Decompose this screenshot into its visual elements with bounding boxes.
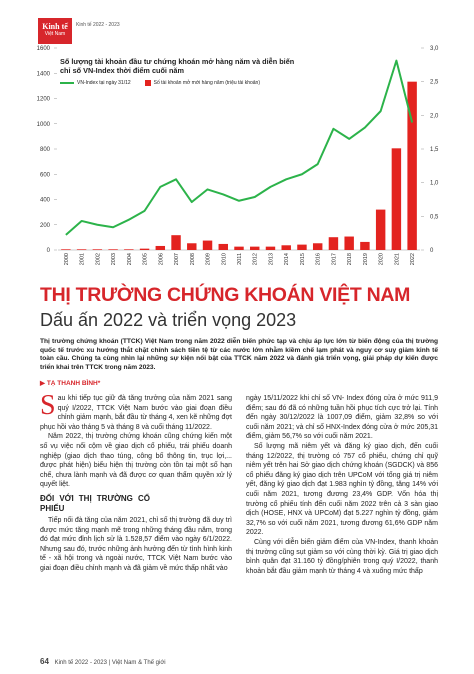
y-tick-label: 1000 [37, 122, 51, 128]
headline: THỊ TRƯỜNG CHỨNG KHOÁN VIỆT NAM [40, 284, 411, 306]
paragraph: Cùng với diễn biến giảm điểm của VN-Inde… [246, 538, 438, 575]
logo: Kinh tế Việt Nam [38, 18, 72, 44]
bar [139, 248, 150, 250]
lead: Thị trường chứng khoán (TTCK) Việt Nam t… [40, 338, 438, 371]
legend-swatch [60, 82, 74, 84]
bar [250, 246, 260, 250]
y-tick-label: 0 [47, 248, 51, 254]
legend-swatch [144, 80, 151, 86]
bar [328, 237, 339, 250]
x-tick-label: 2002 [95, 253, 101, 265]
legend-label: VN-Index tại ngày 31/12 [77, 80, 131, 86]
x-tick-label: 2019 [363, 253, 369, 265]
x-tick-label: 2016 [316, 253, 322, 265]
author: TẠ THANH BÌNH* [40, 379, 100, 387]
x-tick-label: 2007 [174, 253, 180, 265]
x-tick-label: 2009 [206, 253, 212, 265]
paragraph: Số lượng mã niêm yết và đăng ký giao dịc… [246, 442, 438, 537]
y-tick-label: 200 [40, 223, 51, 229]
y-tick-label: 400 [40, 198, 51, 204]
y-tick-label: 1400 [37, 71, 51, 77]
bar [155, 245, 166, 250]
y2-tick-label: 0,5 [430, 214, 439, 220]
x-tick-label: 2001 [80, 253, 86, 265]
bar [312, 243, 323, 250]
chart: 0 200 400 600 800 1000 1200 1400 1600 0 0,5 1,0 1,5 2… [37, 46, 439, 265]
bar [76, 249, 87, 250]
x-tick-label: 2015 [300, 253, 306, 265]
chart-title: Số lượng tài khoản đầu tư chứng khoán mở… [60, 57, 295, 75]
bar [407, 81, 417, 251]
bar [281, 245, 291, 250]
bar [124, 249, 134, 250]
header-issue: Kinh tế 2022 - 2023 [76, 22, 120, 28]
y-tick-label: 800 [40, 147, 51, 153]
bar [297, 244, 307, 250]
x-tick-label: 2021 [394, 253, 400, 265]
x-tick-label: 2006 [158, 253, 164, 265]
x-tick-label: 2022 [410, 253, 416, 265]
bar [108, 249, 118, 250]
page-number: 64 [40, 657, 49, 666]
bar [360, 241, 370, 250]
y2-tick-label: 1,0 [430, 181, 439, 187]
x-tick-label: 2008 [190, 253, 196, 265]
x-tick-label: 2013 [268, 253, 274, 265]
bar [344, 236, 354, 250]
footer-publication: Việt Nam & Thế giới [111, 660, 166, 666]
paragraph: ngày 15/11/2022 khi chỉ số VN- Index đón… [246, 395, 438, 441]
legend-item: VN-Index tại ngày 31/12 [60, 80, 131, 86]
section-heading: ĐỐI VỚI THỊ TRƯỜNG CỔ PHIẾU [40, 493, 150, 513]
legend: VN-Index tại ngày 31/12 Số tài khoản mở … [60, 80, 300, 86]
x-tick-label: 2010 [221, 253, 227, 265]
footer: 64 Kinh tế 2022 - 2023 | Việt Nam & Thế … [40, 657, 166, 666]
y2-tick-label: 1,5 [430, 147, 439, 153]
chart-caption: Số lượng tài khoản đầu tư chứng khoán mở… [60, 57, 300, 86]
x-tick-label: 2004 [127, 253, 133, 265]
x-tick-label: 2000 [64, 253, 70, 265]
subheadline: Dấu ấn 2022 và triển vọng 2023 [40, 310, 297, 330]
x-tick-label: 2005 [143, 253, 149, 265]
legend-label: Số tài khoản mở mới hàng năm (triệu tài … [153, 80, 260, 86]
x-tick-label: 2017 [331, 253, 337, 265]
x-tick-label: 2018 [347, 253, 353, 265]
bar [265, 246, 276, 250]
paragraph: Sau khi tiếp tục giữ đà tăng trưởng của … [40, 394, 232, 431]
bar [61, 249, 71, 250]
x-tick-label: 2020 [379, 253, 385, 265]
y2-tick-label: 2,5 [430, 80, 439, 86]
x-tick-label: 2003 [111, 253, 117, 265]
separator: | [108, 660, 112, 666]
bar [375, 209, 386, 250]
logo-bottom: Việt Nam [44, 31, 66, 37]
y-tick-label: 1200 [37, 97, 51, 103]
bar [391, 148, 402, 250]
column: Sau khi tiếp tục giữ đà tăng trưởng của … [40, 394, 232, 642]
bar [218, 243, 228, 250]
y-tick-label: 1600 [37, 46, 51, 52]
bar [171, 235, 181, 250]
legend-item: Số tài khoản mở mới hàng năm (triệu tài … [144, 80, 260, 86]
y-tick-label: 600 [40, 172, 51, 178]
x-tick-label: 2014 [284, 253, 290, 265]
y2-tick-label: 0 [430, 248, 434, 254]
line [65, 59, 414, 236]
x-tick-label: 2011 [237, 253, 243, 265]
bar [92, 249, 103, 250]
paragraph: Tiếp nối đà tăng của năm 2021, chỉ số th… [40, 516, 232, 572]
footer-issue: Kinh tế 2022 - 2023 [54, 660, 107, 666]
bar [234, 246, 244, 250]
y2-tick-label: 2,0 [430, 113, 439, 119]
column: ngày 15/11/2022 khi chỉ số VN- Index đón… [246, 394, 438, 642]
bar [187, 243, 197, 250]
logo-top: Kinh tế [42, 22, 68, 31]
bar [202, 240, 213, 250]
paragraph: Năm 2022, thị trường chứng khoán cũng ch… [40, 433, 232, 489]
x-tick-label: 2012 [253, 253, 259, 265]
y2-tick-label: 3,0 [430, 46, 439, 52]
